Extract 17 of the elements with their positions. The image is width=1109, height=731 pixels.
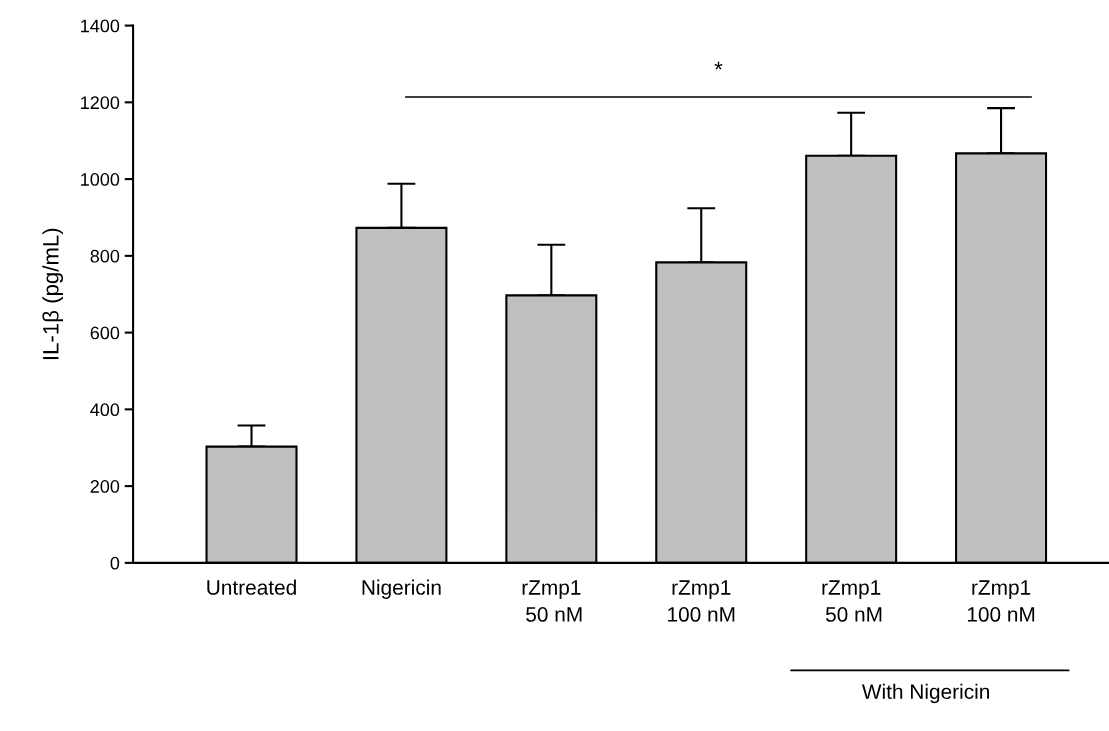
y-tick-label: 800 [90, 249, 120, 263]
y-axis-title: IL-1β (pg/mL) [42, 228, 64, 360]
x-tick-label: Nigericin [362, 579, 441, 599]
x-tick-label: rZmp1 100 nM [967, 580, 1035, 622]
text: With Nigericin [861, 683, 990, 704]
y-tick-label: 600 [90, 326, 120, 340]
x-tick-label: rZmp1 50 nM [822, 580, 882, 622]
ref-line-label: * [714, 61, 723, 70]
x-tick-label: Untreated [207, 579, 296, 595]
y-tick-label: 0 [110, 556, 120, 570]
y-tick-label: 1000 [81, 173, 120, 186]
y-tick-label: 200 [90, 480, 120, 493]
y-tick-label: 1400 [81, 19, 120, 33]
y-tick-label: 1200 [81, 96, 120, 110]
x-tick-label: rZmp1 50 nM [522, 580, 582, 622]
y-tick-label: 400 [90, 403, 120, 417]
x-tick-label: rZmp1 100 nM [668, 580, 735, 622]
